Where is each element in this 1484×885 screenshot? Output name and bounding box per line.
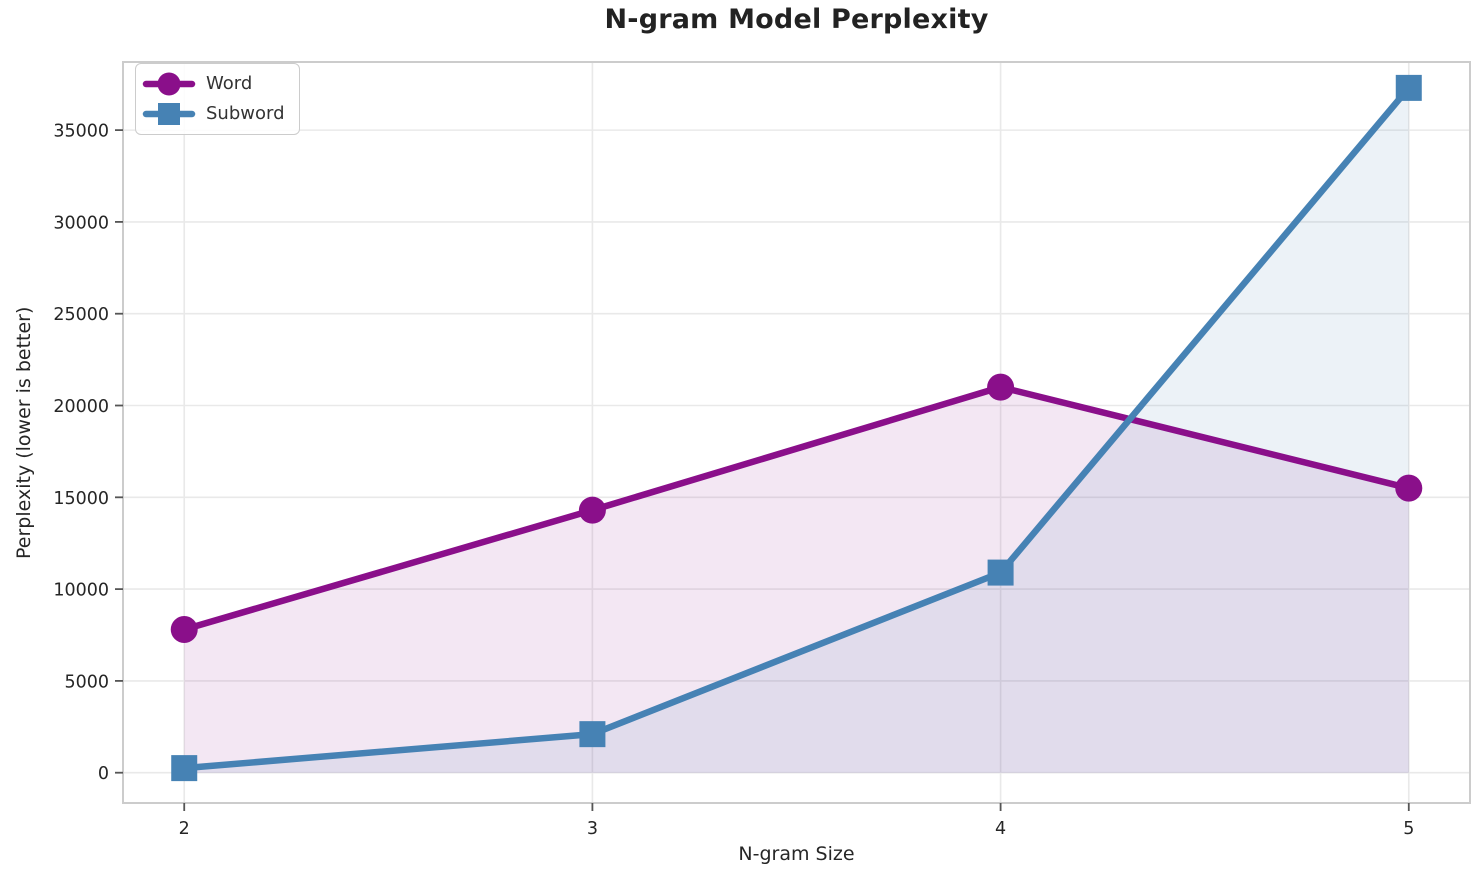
- ytick-label-10000: 10000: [53, 581, 109, 601]
- marker-subword-3: [579, 721, 606, 748]
- marker-subword-5: [1395, 74, 1422, 101]
- xtick-label-5: 5: [1403, 819, 1414, 839]
- marker-word-2: [170, 616, 198, 644]
- series-line-subword: [180, 84, 1413, 772]
- ytick-label-15000: 15000: [53, 489, 109, 509]
- area-fill-word: [184, 387, 1409, 773]
- legend-swatch-square-icon: [142, 103, 196, 125]
- ytick-label-35000: 35000: [53, 122, 109, 142]
- x-axis-label: N-gram Size: [738, 843, 855, 865]
- xtick-label-2: 2: [179, 819, 190, 839]
- axes-frame: [122, 61, 1471, 804]
- marker-subword-2: [171, 755, 198, 782]
- legend-label-subword: Subword: [206, 103, 285, 124]
- marker-word-4: [987, 373, 1015, 401]
- marker-word-5: [1395, 474, 1423, 502]
- series-line-word: [180, 383, 1413, 633]
- marker-subword-4: [987, 559, 1014, 586]
- xtick-label-4: 4: [995, 819, 1006, 839]
- ytick-label-0: 0: [98, 764, 109, 784]
- legend-swatch-circle-icon: [142, 72, 196, 96]
- legend-item-subword: Subword: [142, 99, 285, 129]
- ytick-label-25000: 25000: [53, 305, 109, 325]
- xtick-label-3: 3: [587, 819, 598, 839]
- legend: Word Subword: [135, 63, 300, 135]
- y-axis-label: Perplexity (lower is better): [13, 306, 35, 559]
- area-fill-subword: [184, 87, 1409, 773]
- ytick-label-30000: 30000: [53, 213, 109, 233]
- legend-item-word: Word: [142, 69, 285, 99]
- ytick-label-5000: 5000: [64, 672, 109, 692]
- legend-label-word: Word: [206, 73, 253, 94]
- marker-word-3: [578, 496, 606, 524]
- chart-title: N-gram Model Perplexity: [604, 4, 989, 35]
- ytick-label-20000: 20000: [53, 397, 109, 417]
